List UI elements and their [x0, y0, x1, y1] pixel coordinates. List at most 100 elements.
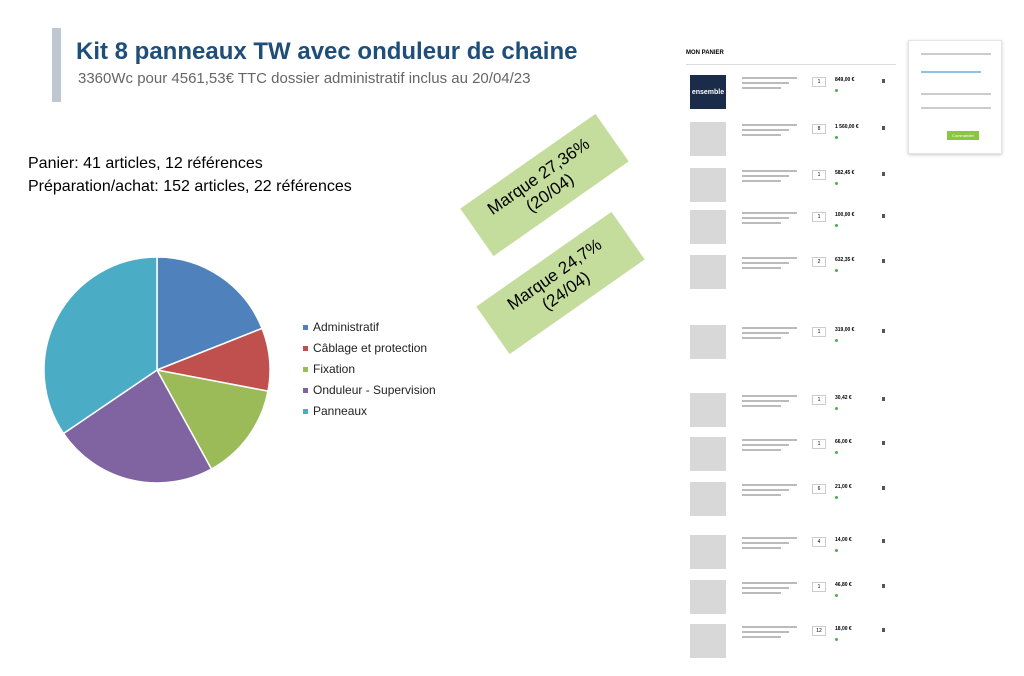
- pie-slice: [43, 256, 158, 435]
- description: [742, 332, 789, 334]
- divider: [686, 64, 896, 65]
- pie-slice: [156, 256, 264, 372]
- stock-dot: [835, 638, 838, 641]
- legend-label: Onduleur - Supervision: [313, 383, 436, 397]
- delete-icon[interactable]: [882, 79, 885, 83]
- subtitle: 3360Wc pour 4561,53€ TTC dossier adminis…: [78, 70, 531, 87]
- stock-dot: [835, 89, 838, 92]
- stock-dot: [835, 407, 838, 410]
- cart-item: 6 21,00 €: [690, 482, 900, 522]
- quantity[interactable]: 4: [812, 537, 826, 547]
- quantity[interactable]: 1: [812, 395, 826, 405]
- stock-dot: [835, 594, 838, 597]
- description: [742, 257, 797, 259]
- pie-slice: [155, 368, 269, 471]
- delete-icon[interactable]: [882, 214, 885, 218]
- delete-icon[interactable]: [882, 329, 885, 333]
- price: 319,00 €: [835, 327, 855, 333]
- cart-item: 1 100,00 €: [690, 210, 900, 250]
- description: [742, 395, 797, 397]
- price: 18,00 €: [835, 626, 852, 632]
- legend-item: Administratif: [303, 320, 379, 334]
- description: [742, 592, 781, 594]
- description: [742, 82, 789, 84]
- legend-item: Fixation: [303, 362, 355, 376]
- description: [742, 484, 797, 486]
- price: 46,80 €: [835, 582, 852, 588]
- cart-item: 1 319,00 €: [690, 325, 900, 365]
- description: [742, 217, 789, 219]
- delete-icon[interactable]: [882, 126, 885, 130]
- product-image: [690, 535, 726, 569]
- delete-icon[interactable]: [882, 441, 885, 445]
- price: 30,42 €: [835, 395, 852, 401]
- description: [742, 87, 781, 89]
- description: [742, 337, 781, 339]
- stock-dot: [835, 496, 838, 499]
- description: [742, 626, 797, 628]
- delete-icon[interactable]: [882, 628, 885, 632]
- quantity[interactable]: 12: [812, 626, 826, 636]
- description: [742, 400, 789, 402]
- product-image: [690, 325, 726, 359]
- price: 66,00 €: [835, 439, 852, 445]
- description: [742, 175, 789, 177]
- quantity[interactable]: 1: [812, 327, 826, 337]
- quantity[interactable]: 6: [812, 484, 826, 494]
- cart-item: 1 582,45 €: [690, 168, 900, 208]
- description: [742, 631, 789, 633]
- price: 849,00 €: [835, 77, 855, 83]
- stock-dot: [835, 182, 838, 185]
- delete-icon[interactable]: [882, 259, 885, 263]
- product-image: [690, 210, 726, 244]
- price: 1 560,00 €: [835, 124, 859, 130]
- delete-icon[interactable]: [882, 172, 885, 176]
- quantity[interactable]: 1: [812, 77, 826, 87]
- description: [742, 439, 797, 441]
- description: [742, 267, 781, 269]
- cart-item: 8 1 560,00 €: [690, 122, 900, 162]
- quantity[interactable]: 2: [812, 257, 826, 267]
- stock-dot: [835, 339, 838, 342]
- stock-dot: [835, 549, 838, 552]
- legend-item: Panneaux: [303, 404, 367, 418]
- legend-swatch: [303, 325, 308, 331]
- quantity[interactable]: 1: [812, 582, 826, 592]
- description: [742, 262, 789, 264]
- delete-icon[interactable]: [882, 397, 885, 401]
- product-image: [690, 168, 726, 202]
- legend-swatch: [303, 409, 308, 415]
- description: [742, 494, 781, 496]
- product-image: [690, 482, 726, 516]
- price: 100,00 €: [835, 212, 855, 218]
- quantity[interactable]: 8: [812, 124, 826, 134]
- price: 632,35 €: [835, 257, 855, 263]
- description: [742, 222, 781, 224]
- description: [742, 129, 789, 131]
- summary-line: Préparation/achat: 152 articles, 22 réfé…: [28, 178, 352, 195]
- description: [742, 180, 781, 182]
- description: [742, 405, 781, 407]
- product-image: ensemble: [690, 75, 726, 109]
- price: 582,45 €: [835, 170, 855, 176]
- order-button[interactable]: Commander: [947, 131, 979, 140]
- delete-icon[interactable]: [882, 539, 885, 543]
- pie-slice: [62, 368, 213, 484]
- product-image: [690, 393, 726, 427]
- delete-icon[interactable]: [882, 486, 885, 490]
- summary-box: Commander: [908, 40, 1002, 154]
- cart-item: 12 18,00 €: [690, 624, 900, 664]
- product-image: [690, 580, 726, 614]
- description: [742, 547, 781, 549]
- legend-label: Administratif: [313, 320, 380, 334]
- description: [742, 582, 797, 584]
- legend-label: Panneaux: [313, 404, 368, 418]
- legend-label: Câblage et protection: [313, 341, 428, 355]
- description: [742, 327, 797, 329]
- quantity[interactable]: 1: [812, 170, 826, 180]
- delete-icon[interactable]: [882, 584, 885, 588]
- legend-swatch: [303, 346, 308, 352]
- quantity[interactable]: 1: [812, 212, 826, 222]
- quantity[interactable]: 1: [812, 439, 826, 449]
